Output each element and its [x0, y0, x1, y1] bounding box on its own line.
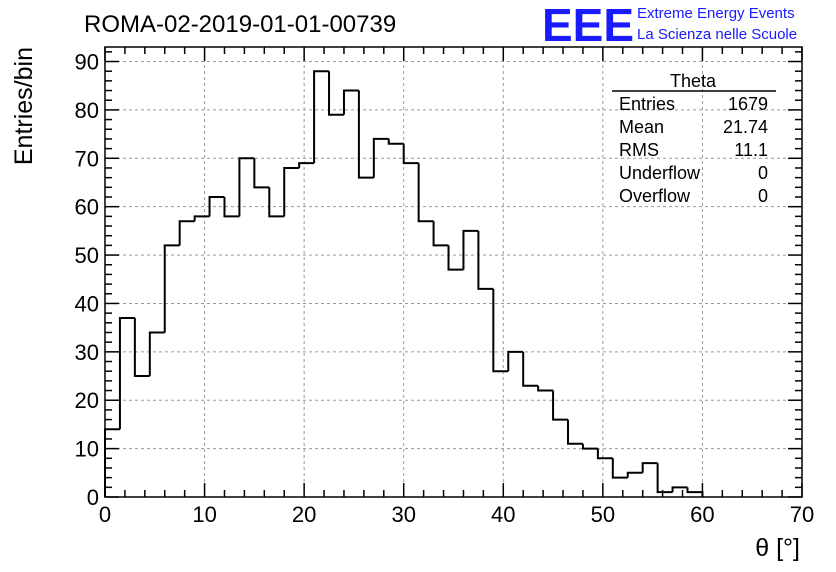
histogram-bin: [148, 331, 165, 377]
histogram-bin: [223, 197, 240, 218]
histogram-bin: [253, 158, 270, 189]
histogram-bin: [283, 166, 300, 217]
histogram-bin: [417, 163, 434, 223]
histogram-bin: [193, 215, 210, 222]
x-tick-label: 50: [591, 502, 615, 527]
histogram-bin: [507, 350, 524, 372]
histogram-bin: [268, 187, 285, 218]
axis-ticks: [104, 47, 803, 498]
histogram-bin: [357, 90, 374, 179]
logo-line2: La Scienza nelle Scuole: [637, 26, 797, 43]
histogram-bin: [686, 487, 704, 497]
y-tick-label: 10: [75, 437, 99, 462]
y-tick-label: 80: [75, 98, 99, 123]
histogram-bin: [118, 316, 135, 430]
x-tick-label: 0: [99, 502, 111, 527]
y-tick-label: 40: [75, 291, 99, 316]
chart-title: ROMA-02-2019-01-01-00739: [84, 11, 396, 38]
stats-label-underflow: Underflow: [619, 163, 701, 183]
logo-line1: Extreme Energy Events: [637, 5, 795, 22]
histogram-bin: [477, 230, 494, 290]
histogram-bin: [537, 385, 554, 392]
grid-lines: [105, 47, 802, 497]
x-tick-label: 10: [192, 502, 216, 527]
histogram-bin: [552, 390, 569, 421]
histogram-bin: [462, 229, 479, 270]
histogram-bin: [208, 196, 225, 217]
histogram-bin: [432, 221, 449, 247]
histogram-bin: [133, 317, 150, 378]
y-tick-label: 90: [75, 50, 99, 75]
x-tick-label: 30: [391, 502, 415, 527]
axis-tick-labels: 0 10 20 30 40 50 60 70 0 10 20 30 40 50 60 70 80 90: [75, 50, 815, 527]
stats-value-mean: 21.74: [723, 117, 768, 137]
stats-value-rms: 11.1: [734, 140, 768, 160]
histogram-bin: [298, 162, 315, 168]
histogram-bin: [238, 157, 255, 217]
stats-value-entries: 1679: [728, 94, 768, 114]
histogram-bin: [641, 462, 658, 473]
histogram-bin: [328, 71, 344, 116]
y-tick-label: 50: [75, 243, 99, 268]
histogram-bin: [656, 463, 673, 494]
histogram-bin: [596, 448, 613, 460]
x-axis-label: θ [°]: [755, 534, 800, 562]
histogram-bin: [178, 220, 195, 246]
stats-label-mean: Mean: [619, 117, 664, 137]
stats-box: Theta Entries 1679 Mean 21.74 RMS 11.1 U…: [612, 71, 776, 206]
y-tick-label: 60: [75, 195, 99, 220]
histogram-bin: [447, 245, 464, 271]
histogram-bin: [671, 486, 688, 493]
histogram-bin: [342, 89, 359, 115]
stats-value-overflow: 0: [758, 186, 768, 206]
x-tick-label: 20: [292, 502, 316, 527]
y-axis-label: Entries/bin: [10, 47, 38, 165]
histogram-bin: [567, 419, 583, 445]
y-tick-label: 70: [75, 146, 99, 171]
histogram-bin: [492, 288, 509, 373]
y-tick-label: 30: [75, 340, 99, 365]
histogram-bin: [581, 443, 598, 450]
stats-label-entries: Entries: [619, 94, 675, 114]
histogram-bin: [522, 351, 539, 387]
stats-label-overflow: Overflow: [619, 186, 691, 206]
stats-label-rms: RMS: [619, 140, 659, 160]
stats-title: Theta: [670, 71, 717, 91]
histogram-bin: [372, 137, 389, 178]
logo: EEE Extreme Energy Events La Scienza nel…: [542, 0, 797, 51]
histogram-bin: [163, 244, 180, 333]
histogram-bin: [626, 471, 643, 478]
plot-frame: [104, 46, 803, 498]
histogram-bin: [611, 458, 628, 479]
histogram-bin: [387, 138, 404, 145]
stats-value-underflow: 0: [758, 163, 768, 183]
y-tick-label: 0: [87, 485, 99, 510]
histogram-bin: [313, 70, 330, 164]
y-tick-label: 20: [75, 388, 99, 413]
x-tick-label: 70: [790, 502, 814, 527]
x-tick-label: 60: [690, 502, 714, 527]
histogram-bin: [402, 143, 419, 165]
x-tick-label: 40: [491, 502, 515, 527]
logo-mark: EEE: [542, 0, 634, 51]
